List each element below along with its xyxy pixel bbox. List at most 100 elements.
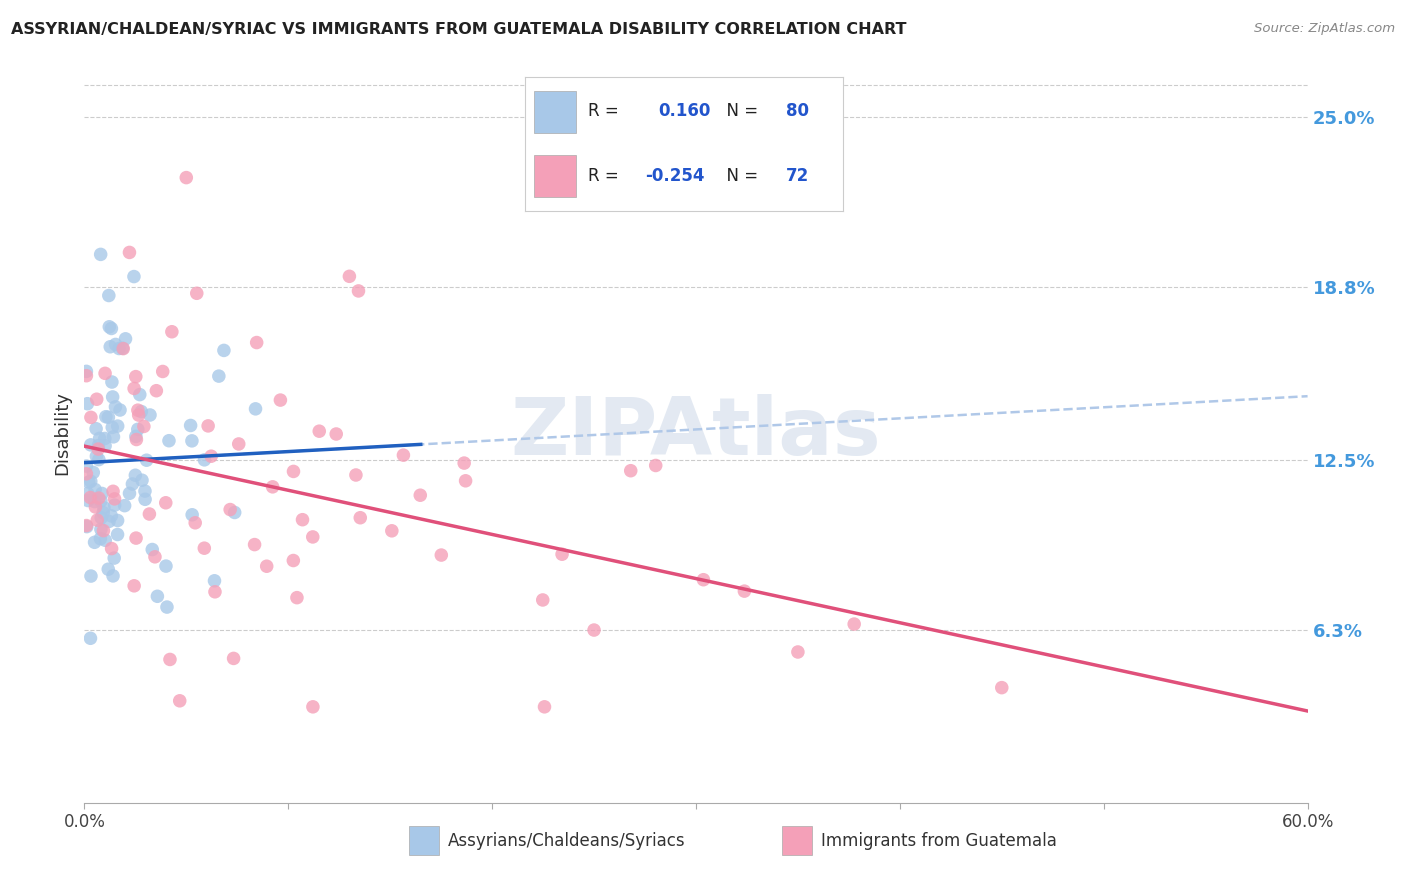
Point xyxy=(245,401,267,416)
Point xyxy=(122,269,145,284)
Point xyxy=(94,439,117,453)
Point xyxy=(200,449,222,463)
Point xyxy=(125,531,148,545)
Point xyxy=(103,551,125,566)
Point xyxy=(285,591,308,605)
Point xyxy=(97,562,120,576)
Point xyxy=(87,442,110,456)
Point xyxy=(262,480,284,494)
Point xyxy=(181,508,204,522)
Point xyxy=(114,332,136,346)
Point xyxy=(283,553,305,567)
Point xyxy=(692,573,714,587)
Point xyxy=(80,569,103,583)
Point xyxy=(219,502,242,516)
Point xyxy=(531,593,554,607)
Point xyxy=(339,269,361,284)
Point xyxy=(104,498,127,512)
Point xyxy=(844,617,866,632)
Point xyxy=(83,535,105,549)
Point xyxy=(381,524,404,538)
Point xyxy=(193,541,215,556)
Point xyxy=(146,589,169,603)
Point xyxy=(283,465,305,479)
Point xyxy=(131,404,153,418)
Point xyxy=(84,483,107,497)
Point xyxy=(118,486,141,500)
Point xyxy=(302,699,325,714)
Point xyxy=(103,430,125,444)
Point xyxy=(269,393,291,408)
Point xyxy=(111,341,134,355)
Point xyxy=(125,429,148,443)
Point xyxy=(733,584,755,599)
Point xyxy=(87,452,110,467)
Point xyxy=(181,434,204,448)
Point xyxy=(143,549,166,564)
Point xyxy=(90,510,112,524)
Point xyxy=(89,532,111,546)
Point xyxy=(80,410,103,425)
Point xyxy=(94,367,117,381)
Point xyxy=(122,381,145,395)
Point xyxy=(160,325,183,339)
Point xyxy=(91,506,114,520)
Point xyxy=(90,494,112,508)
Point xyxy=(246,335,269,350)
Point xyxy=(101,484,124,499)
Point xyxy=(551,547,574,561)
Point xyxy=(128,387,150,401)
Point xyxy=(77,475,100,489)
Point xyxy=(991,681,1014,695)
Point xyxy=(104,400,127,414)
Point xyxy=(787,645,810,659)
Point xyxy=(152,364,174,378)
Point xyxy=(344,468,367,483)
Point xyxy=(127,403,149,417)
Point xyxy=(125,369,148,384)
Point xyxy=(100,508,122,523)
Point xyxy=(124,468,146,483)
Point xyxy=(184,516,207,530)
Point xyxy=(620,464,643,478)
Point xyxy=(325,427,347,442)
Point xyxy=(104,337,127,351)
Point xyxy=(83,494,105,508)
Point xyxy=(75,368,97,383)
Point xyxy=(76,519,98,533)
Point xyxy=(100,321,122,335)
Point xyxy=(84,422,107,436)
Point xyxy=(94,533,117,548)
Point xyxy=(89,431,111,445)
Point xyxy=(114,499,136,513)
Point xyxy=(80,475,103,489)
Y-axis label: Disability: Disability xyxy=(53,391,72,475)
Point xyxy=(222,651,245,665)
Point xyxy=(138,507,160,521)
Point xyxy=(308,424,330,438)
Point xyxy=(157,434,180,448)
Point xyxy=(204,574,226,588)
Point xyxy=(121,477,143,491)
Point xyxy=(87,491,110,505)
Point xyxy=(349,510,371,524)
Point xyxy=(155,496,177,510)
Point xyxy=(141,542,163,557)
FancyBboxPatch shape xyxy=(782,827,813,855)
Point xyxy=(91,486,114,500)
Point xyxy=(159,652,181,666)
Point xyxy=(98,515,121,529)
Point xyxy=(94,409,117,424)
Point xyxy=(134,492,156,507)
Point xyxy=(112,342,135,356)
Point xyxy=(125,433,148,447)
Point xyxy=(291,513,314,527)
Point xyxy=(224,506,246,520)
Point xyxy=(145,384,167,398)
Point xyxy=(79,491,101,505)
Point xyxy=(208,369,231,384)
Point xyxy=(86,513,108,527)
Point xyxy=(301,530,323,544)
Point xyxy=(94,432,117,446)
Point xyxy=(93,524,115,538)
